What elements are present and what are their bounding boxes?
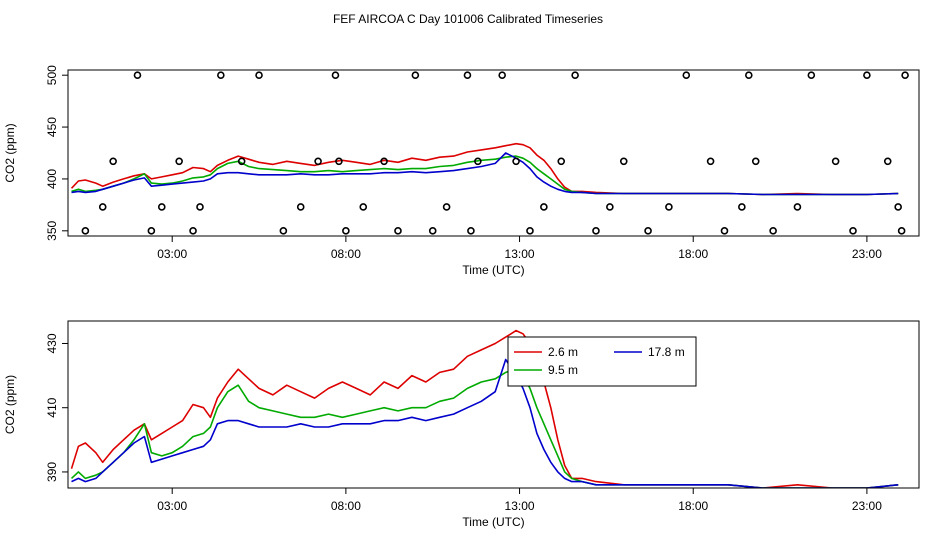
y-tick-label: 350 xyxy=(45,220,59,240)
x-tick-label: 13:00 xyxy=(505,247,535,261)
calibration-point xyxy=(331,71,340,79)
top-panel: 03:00 08:00 13:00 18:00 23:00 350 400 450 500 Tim… xyxy=(3,65,920,277)
calibration-point xyxy=(738,203,746,211)
y-tick-label: 430 xyxy=(45,333,59,353)
calibration-point xyxy=(849,227,857,235)
calibration-point xyxy=(189,227,197,235)
calibration-point xyxy=(279,227,288,235)
calibration-point xyxy=(498,71,506,79)
x-tick-label: 13:00 xyxy=(505,499,535,513)
calibration-point xyxy=(342,227,350,235)
x-tick-label: 23:00 xyxy=(852,247,882,261)
calibration-point xyxy=(665,203,673,211)
y-tick-label: 450 xyxy=(45,117,59,137)
y-tick-label: 390 xyxy=(45,462,59,482)
calibration-point xyxy=(147,227,156,235)
x-tick-label: 08:00 xyxy=(331,247,361,261)
bottom-panel: 03:00 08:00 13:00 18:00 23:00 390 410 430 Time (… xyxy=(3,320,920,529)
calibration-point xyxy=(571,71,579,79)
calibration-point xyxy=(883,157,892,166)
calibration-point xyxy=(296,203,305,211)
calibration-point xyxy=(619,157,628,166)
calibration-point xyxy=(314,157,322,166)
calibration-point xyxy=(540,203,548,211)
x-tick-label: 08:00 xyxy=(331,499,361,513)
calibration-point xyxy=(863,71,871,79)
calibration-point xyxy=(557,157,566,166)
calibration-point xyxy=(526,227,534,235)
legend-label: 17.8 m xyxy=(648,345,685,359)
calibration-point xyxy=(512,157,520,166)
series-line-17-8-m xyxy=(71,358,899,488)
calibration-point xyxy=(897,227,906,235)
calibration-point xyxy=(793,203,802,211)
calibration-point xyxy=(463,71,472,79)
calibration-point xyxy=(133,71,142,79)
plot-area xyxy=(70,329,899,488)
calibration-point xyxy=(196,203,204,211)
calibration-point xyxy=(720,227,729,235)
calibration-point xyxy=(359,203,368,211)
x-axis-title: Time (UTC) xyxy=(462,263,524,277)
calibration-point xyxy=(81,227,90,235)
plot-area xyxy=(70,71,909,235)
y-axis-title: CO2 (ppm) xyxy=(3,375,17,434)
calibration-point xyxy=(175,157,183,166)
calibration-point xyxy=(751,157,760,166)
calibration-point xyxy=(467,227,475,235)
calibration-point xyxy=(592,227,600,235)
calibration-point xyxy=(428,227,437,235)
calibration-point xyxy=(706,157,715,166)
calibration-point xyxy=(682,71,691,79)
calibration-point xyxy=(769,227,777,235)
x-tick-label: 23:00 xyxy=(852,499,882,513)
calibration-point xyxy=(744,71,753,79)
calibration-point xyxy=(644,227,652,235)
calibration-point xyxy=(335,157,343,166)
plot-frame xyxy=(67,320,920,489)
series-line-0 xyxy=(70,142,899,196)
y-tick-label: 410 xyxy=(45,397,59,417)
chart-title: FEF AIRCOA C Day 101006 Calibrated Times… xyxy=(333,12,603,26)
calibration-point xyxy=(474,157,482,166)
y-axis-title: CO2 (ppm) xyxy=(3,123,17,182)
calibration-point xyxy=(380,157,388,166)
calibration-point xyxy=(157,203,166,211)
calibration-point xyxy=(606,203,614,211)
legend-label: 9.5 m xyxy=(548,363,578,377)
x-tick-label: 18:00 xyxy=(678,499,708,513)
series-line-2-6-m xyxy=(70,329,899,488)
calibration-point xyxy=(394,227,402,235)
x-tick-label: 03:00 xyxy=(157,247,187,261)
calibration-point xyxy=(255,71,263,79)
calibration-point xyxy=(411,71,420,79)
calibration-point xyxy=(807,71,816,79)
calibration-point xyxy=(442,203,451,211)
calibration-point xyxy=(217,71,225,79)
series-line-9-5-m xyxy=(70,368,899,488)
y-tick-label: 400 xyxy=(45,169,59,189)
calibration-point xyxy=(901,71,909,79)
calibration-point xyxy=(98,203,107,211)
legend-box xyxy=(507,336,697,387)
x-axis-title: Time (UTC) xyxy=(462,515,524,529)
x-tick-label: 03:00 xyxy=(157,499,187,513)
calibration-point xyxy=(894,203,902,211)
x-tick-label: 18:00 xyxy=(678,247,708,261)
series-line-1 xyxy=(71,155,899,196)
legend-label: 2.6 m xyxy=(548,345,578,359)
series-line-2 xyxy=(71,152,899,196)
y-tick-label: 500 xyxy=(45,65,59,85)
calibration-point xyxy=(237,157,246,166)
calibration-point xyxy=(831,157,840,166)
calibration-point xyxy=(109,157,117,166)
plot-frame xyxy=(67,69,920,237)
